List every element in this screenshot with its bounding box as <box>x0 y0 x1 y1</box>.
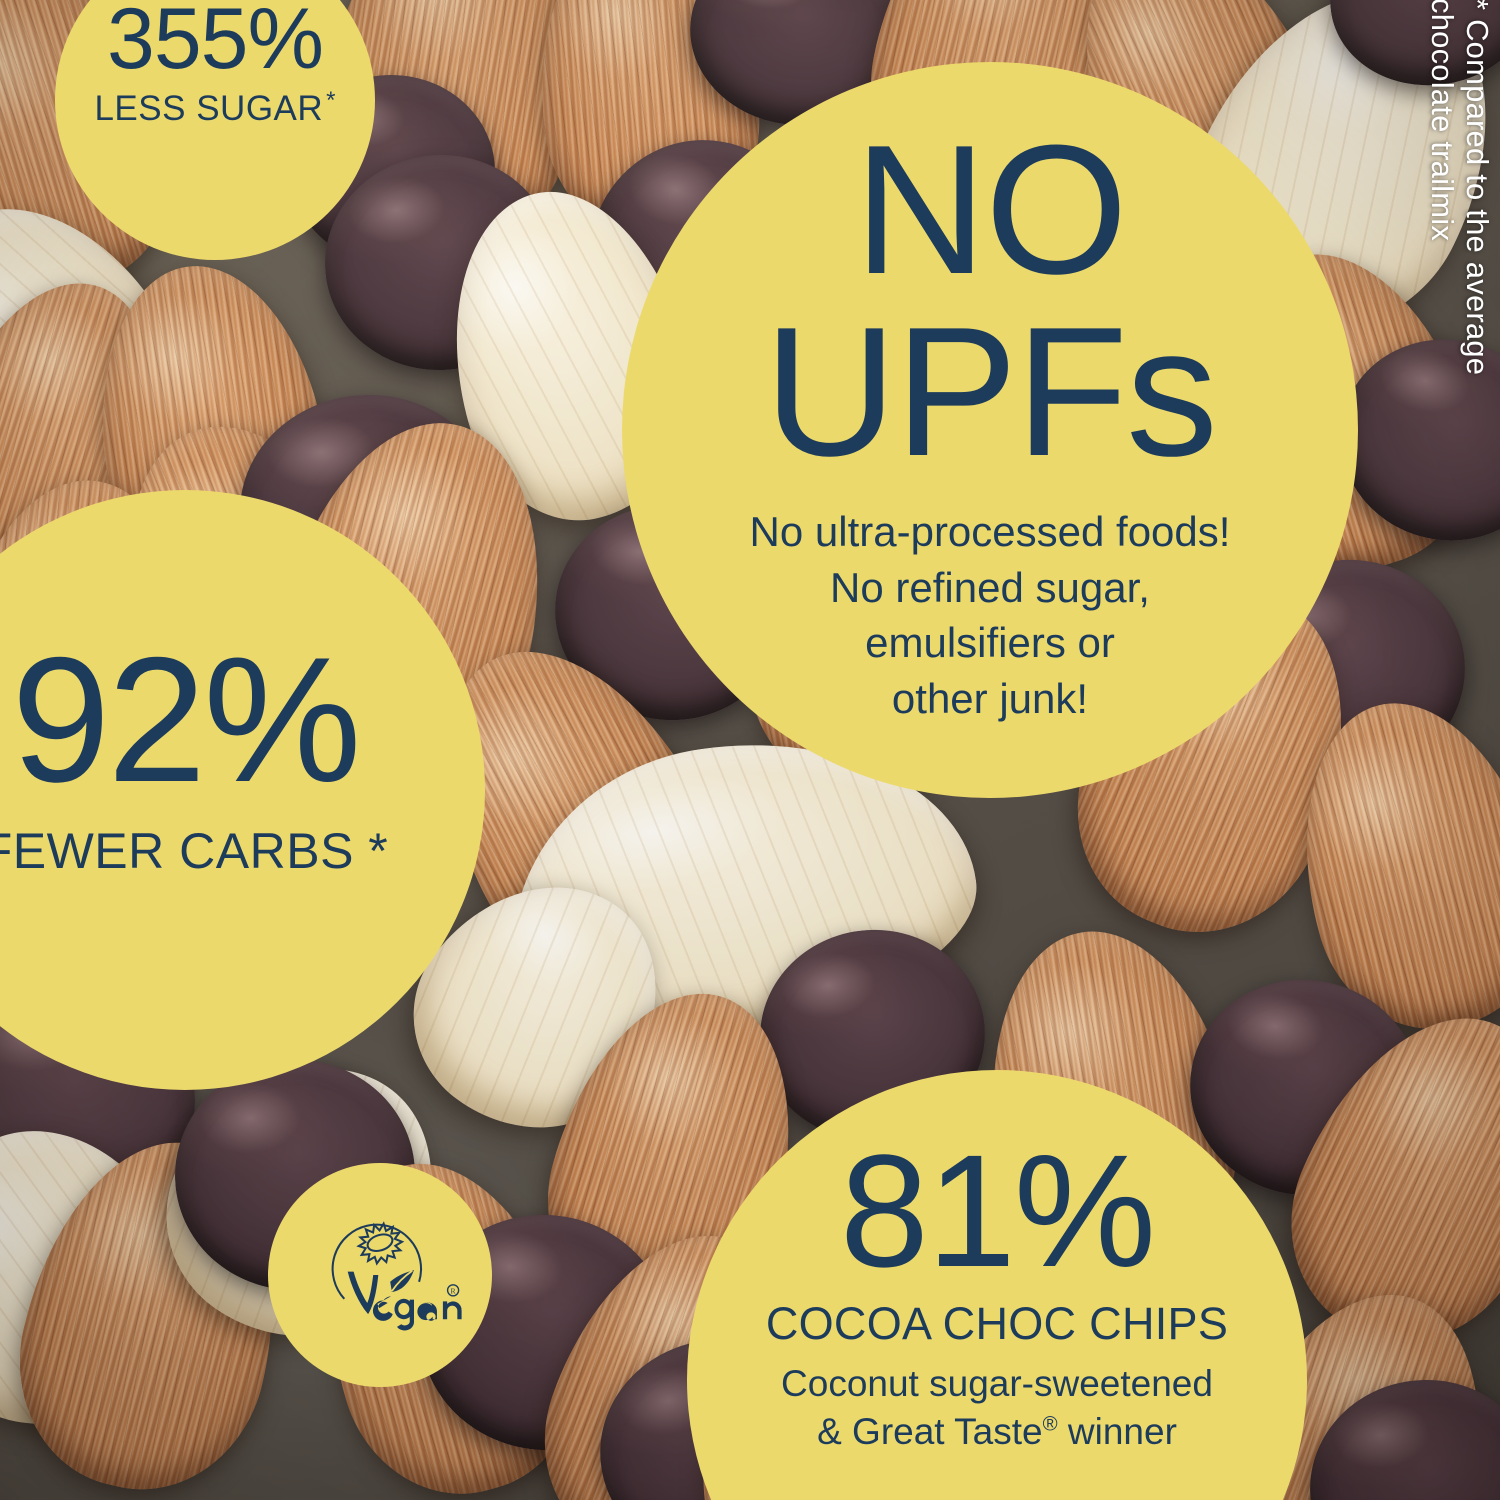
less-sugar-label-row: LESS SUGAR * <box>94 86 336 129</box>
cocoa-label: COCOA CHOC CHIPS <box>765 1298 1229 1350</box>
less-sugar-asterisk: * <box>326 86 336 114</box>
no-upfs-line-2: UPFs <box>764 288 1218 495</box>
cocoa-desc-line-2: & Great Taste® winner <box>781 1408 1213 1456</box>
fewer-carbs-percent: 92% <box>11 620 361 819</box>
badge-no-upfs: NO UPFs No ultra-processed foods! No ref… <box>622 62 1358 798</box>
cocoa-percent: 81% <box>839 1121 1156 1300</box>
svg-text:R: R <box>451 1287 457 1296</box>
fewer-carbs-label: FEWER CARBS * <box>0 822 389 879</box>
no-upfs-desc-line: other junk! <box>891 674 1089 722</box>
no-upfs-line-1: NO <box>854 106 1128 312</box>
cocoa-desc-line-1: Coconut sugar-sweetened <box>781 1363 1213 1405</box>
great-taste-post: winner <box>1057 1411 1177 1453</box>
no-upfs-headline: NO UPFs <box>764 106 1218 495</box>
less-sugar-percent: 355% <box>107 0 324 87</box>
no-upfs-desc-line: emulsifiers or <box>865 619 1115 667</box>
less-sugar-label: LESS SUGAR <box>94 88 324 128</box>
no-upfs-desc-line: No ultra-processed foods! <box>749 508 1231 556</box>
great-taste-pre: & Great Taste <box>817 1411 1043 1453</box>
no-upfs-description: No ultra-processed foods! No refined sug… <box>750 504 1231 726</box>
registered-trademark-icon: ® <box>1042 1414 1058 1437</box>
badge-less-sugar: 355% LESS SUGAR * <box>55 0 375 260</box>
vegan-sunflower-icon: R <box>331 1221 462 1331</box>
no-upfs-desc-line: No refined sugar, <box>830 563 1150 611</box>
cocoa-description: Coconut sugar-sweetened & Great Taste® w… <box>781 1360 1213 1456</box>
badge-fewer-carbs: 92% FEWER CARBS * <box>0 490 485 1090</box>
badge-vegan-certified: R <box>268 1163 492 1387</box>
registered-trademark-icon: R <box>446 1284 460 1297</box>
